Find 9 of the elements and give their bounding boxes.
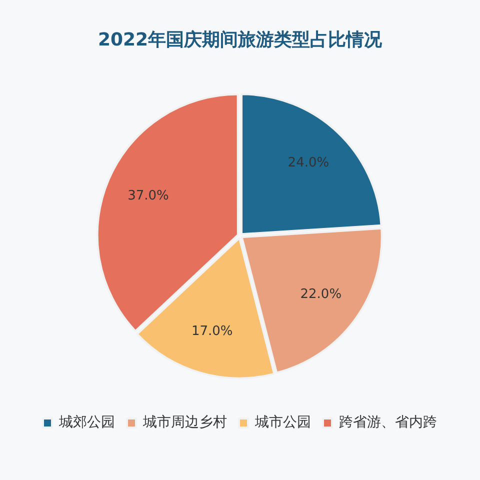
data-label: 37.0%: [128, 188, 169, 204]
legend-label: 城市周边乡村: [142, 414, 227, 431]
legend-label: 城市公园: [254, 414, 311, 431]
legend-label: 跨省游、省内跨: [339, 414, 437, 431]
legend-label: 城郊公园: [58, 414, 115, 431]
data-label: 24.0%: [288, 155, 330, 170]
chart-title: 2022年国庆期间旅游类型占比情况: [98, 29, 384, 50]
data-label: 17.0%: [191, 324, 233, 340]
data-label: 22.0%: [300, 286, 342, 302]
